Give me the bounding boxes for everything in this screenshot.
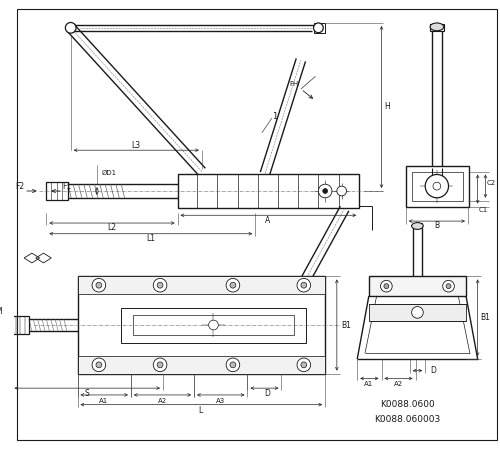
Circle shape (96, 282, 102, 288)
Text: ØD1: ØD1 (102, 170, 117, 176)
Circle shape (96, 362, 102, 368)
Circle shape (92, 358, 106, 372)
Circle shape (297, 358, 310, 372)
Circle shape (301, 282, 306, 288)
Ellipse shape (412, 223, 424, 229)
Bar (121, 308, 306, 343)
Text: 1: 1 (272, 112, 278, 121)
Text: A2: A2 (158, 398, 166, 404)
Circle shape (433, 182, 441, 190)
Text: B1: B1 (342, 321, 351, 330)
Circle shape (322, 189, 328, 194)
Text: K0088.060003: K0088.060003 (374, 415, 441, 424)
Ellipse shape (430, 23, 444, 31)
Bar (412, 172, 463, 201)
Circle shape (446, 284, 451, 289)
Bar (412, 223, 422, 228)
Circle shape (226, 278, 239, 292)
Text: F2: F2 (16, 182, 25, 191)
Circle shape (230, 362, 236, 368)
Text: B1: B1 (480, 313, 490, 322)
Circle shape (384, 284, 389, 289)
Circle shape (66, 22, 76, 33)
Text: D: D (430, 366, 436, 375)
Bar (12, 316, 29, 334)
Text: L3: L3 (131, 141, 140, 150)
Circle shape (157, 282, 163, 288)
Bar (78, 277, 325, 374)
Text: A3: A3 (216, 398, 225, 404)
Circle shape (380, 280, 392, 292)
Bar (78, 277, 325, 294)
Text: F1: F1 (62, 182, 72, 191)
Text: A: A (265, 216, 270, 224)
Text: M: M (0, 307, 2, 316)
Circle shape (314, 23, 323, 33)
Text: FH: FH (290, 81, 298, 87)
Text: C1: C1 (479, 207, 488, 213)
Circle shape (412, 307, 424, 318)
Bar (369, 304, 466, 321)
Bar (178, 173, 359, 208)
Circle shape (297, 278, 310, 292)
Bar (430, 24, 444, 31)
Bar (406, 166, 469, 207)
Circle shape (226, 358, 239, 372)
Circle shape (318, 184, 332, 198)
Bar (133, 315, 294, 335)
Bar (369, 277, 466, 296)
Circle shape (208, 320, 218, 330)
Circle shape (157, 362, 163, 368)
Circle shape (337, 186, 346, 196)
Text: C2: C2 (486, 180, 496, 186)
Circle shape (301, 362, 306, 368)
Text: D: D (264, 388, 270, 397)
Bar (46, 182, 68, 200)
Circle shape (154, 278, 167, 292)
Circle shape (92, 278, 106, 292)
Text: A2: A2 (394, 381, 402, 387)
Circle shape (230, 282, 236, 288)
Text: A1: A1 (99, 398, 108, 404)
Circle shape (425, 175, 448, 198)
Text: S: S (85, 388, 89, 397)
Circle shape (442, 280, 454, 292)
Bar (78, 356, 325, 374)
Text: H: H (384, 102, 390, 111)
Text: L1: L1 (146, 234, 155, 243)
Text: L2: L2 (107, 224, 116, 233)
Text: A1: A1 (364, 381, 374, 387)
Text: L: L (198, 406, 203, 415)
Text: B: B (434, 221, 440, 230)
Text: K0088.0600: K0088.0600 (380, 400, 435, 409)
Bar (314, 23, 325, 33)
Circle shape (154, 358, 167, 372)
